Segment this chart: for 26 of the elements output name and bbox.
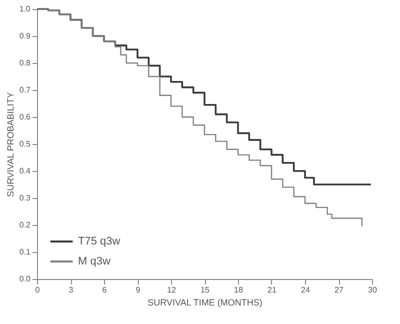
x-tick-label: 24 <box>301 286 310 294</box>
x-tick-label: 0 <box>35 286 40 294</box>
x-tick-label: 3 <box>68 286 74 294</box>
y-tick-label: 0.1 <box>19 248 32 256</box>
y-tick-label: 0.8 <box>19 58 32 68</box>
x-tick-label: 9 <box>136 286 141 294</box>
y-tick-label: 0.7 <box>19 86 32 94</box>
y-tick-label: 1.0 <box>19 4 32 14</box>
x-tick-label: 15 <box>200 286 210 294</box>
x-tick-label: 21 <box>268 286 277 294</box>
x-axis-title: SURVIVAL TIME (MONTHS) <box>148 298 262 308</box>
y-tick-label: 0.6 <box>19 112 32 122</box>
y-tick-label: 0.2 <box>19 220 32 230</box>
x-tick-label: 27 <box>334 286 344 294</box>
legend-label: T75 q3w <box>78 236 120 248</box>
y-tick-label: 0.9 <box>19 32 32 40</box>
x-tick-label: 6 <box>102 286 108 294</box>
y-tick-label: 0.3 <box>19 194 32 202</box>
x-tick-label: 30 <box>368 286 378 294</box>
legend-label: M q3w <box>78 256 110 268</box>
y-axis-title: SURVIVAL PROBABILITY <box>5 92 16 197</box>
y-tick-label: 0.0 <box>19 274 32 284</box>
y-tick-label: 0.4 <box>19 166 32 176</box>
x-tick-label: 12 <box>167 286 176 294</box>
y-tick-label: 0.5 <box>19 140 32 148</box>
x-tick-label: 18 <box>234 286 244 294</box>
